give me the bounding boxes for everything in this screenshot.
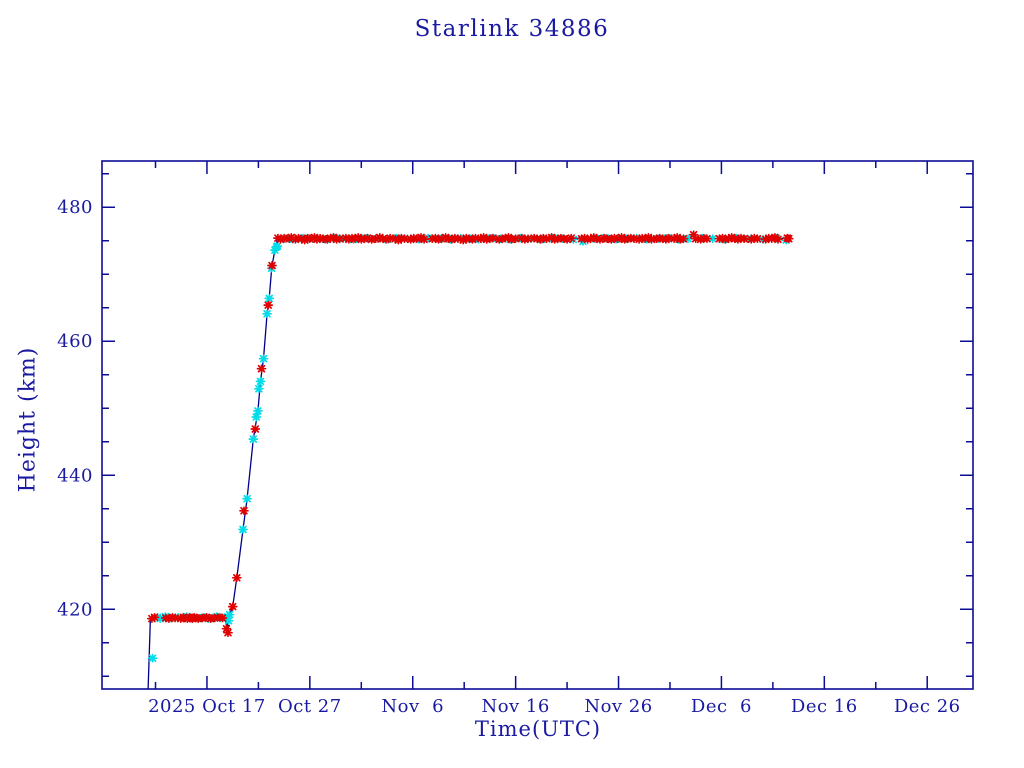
- x-axis-title: Time(UTC): [474, 717, 602, 741]
- y-axis-tick-label: 480: [57, 197, 93, 218]
- data-line: [147, 237, 790, 690]
- x-axis-tick-label: Nov 26: [584, 696, 652, 717]
- y-axis-tick-label: 460: [57, 331, 93, 352]
- x-axis-tick-label: Nov 6: [381, 696, 444, 717]
- x-axis-tick-label: 2025 Oct 17: [148, 696, 266, 717]
- cyan-observation-markers: [147, 233, 792, 663]
- x-axis-tick-label: Dec 16: [791, 696, 858, 717]
- red-observation-markers: [147, 230, 794, 638]
- x-axis-tick-label: Dec 6: [691, 696, 752, 717]
- x-axis-tick-label: Nov 16: [481, 696, 549, 717]
- x-axis-tick-label: Dec 26: [894, 696, 961, 717]
- x-axis-tick-label: Oct 27: [278, 696, 342, 717]
- plot-frame: [101, 160, 974, 690]
- y-axis-tick-label: 420: [57, 599, 93, 620]
- axis-ticks: [102, 161, 973, 689]
- y-axis-tick-label: 440: [57, 465, 93, 486]
- chart-title: Starlink 34886: [414, 16, 610, 42]
